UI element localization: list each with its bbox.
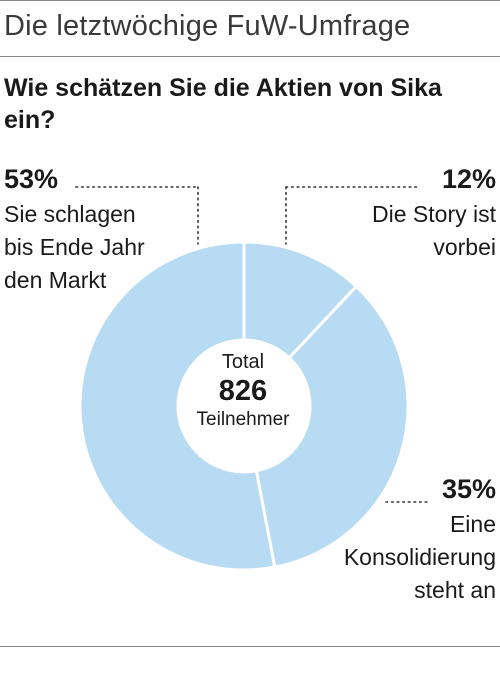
- slice-label-line: bis Ende Jahr: [4, 234, 145, 260]
- donut-slice: [254, 284, 410, 569]
- slice-pct-label: 12%: [441, 164, 496, 194]
- slice-label-line: Eine: [449, 511, 496, 537]
- leader-lines: [75, 186, 431, 503]
- center-total-label: Total: [221, 351, 265, 373]
- center-participants-label: Teilnehmer: [196, 409, 290, 430]
- slice-pct-label: 35%: [441, 474, 496, 504]
- page-header: Die letztwöchige FuW-Umfrage: [4, 10, 411, 42]
- center-total-value: 826: [218, 375, 268, 407]
- top-rule: [0, 0, 500, 1]
- slice-pct-label: 53%: [4, 164, 59, 194]
- slice-label-line: steht an: [414, 577, 496, 603]
- bottom-rule: [0, 646, 500, 647]
- slice-label-line: Konsolidierung: [343, 544, 496, 570]
- donut-slice: [78, 240, 277, 572]
- survey-question: Wie schätzen Sie die Aktien von Sika ein…: [4, 74, 442, 134]
- slice-label-line: Sie schlagen: [4, 201, 136, 227]
- slice-label-line: den Markt: [4, 267, 107, 293]
- slice-label-line: Die Story ist: [372, 201, 496, 227]
- slice-label-line: vorbei: [433, 234, 496, 260]
- header-rule: [0, 56, 500, 57]
- donut-center-text: Total 826 Teilnehmer: [178, 350, 308, 432]
